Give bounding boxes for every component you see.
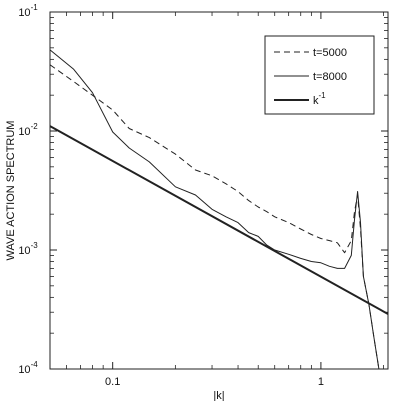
y-tick-label: 10-4 <box>18 360 38 376</box>
legend-label-1: t=8000 <box>313 71 347 83</box>
series-line-1 <box>50 49 380 369</box>
y-tick-label: 10-1 <box>18 3 38 19</box>
plot-area <box>50 49 388 369</box>
axis-ticks: 10-1 10-2 10-3 10-4 0.1 1 <box>18 3 388 388</box>
series-line-2 <box>50 125 388 315</box>
x-tick-label: 0.1 <box>105 376 120 388</box>
y-tick-label: 10-2 <box>18 122 38 138</box>
series-line-0 <box>50 64 380 369</box>
plot-frame <box>49 11 389 370</box>
y-tick-label: 10-3 <box>18 241 38 257</box>
x-axis-label: |k| <box>213 390 224 401</box>
x-tick-label: 1 <box>318 376 324 388</box>
legend-label-0: t=5000 <box>313 47 347 59</box>
y-axis-label: WAVE ACTION SPECTRUM <box>5 121 17 261</box>
